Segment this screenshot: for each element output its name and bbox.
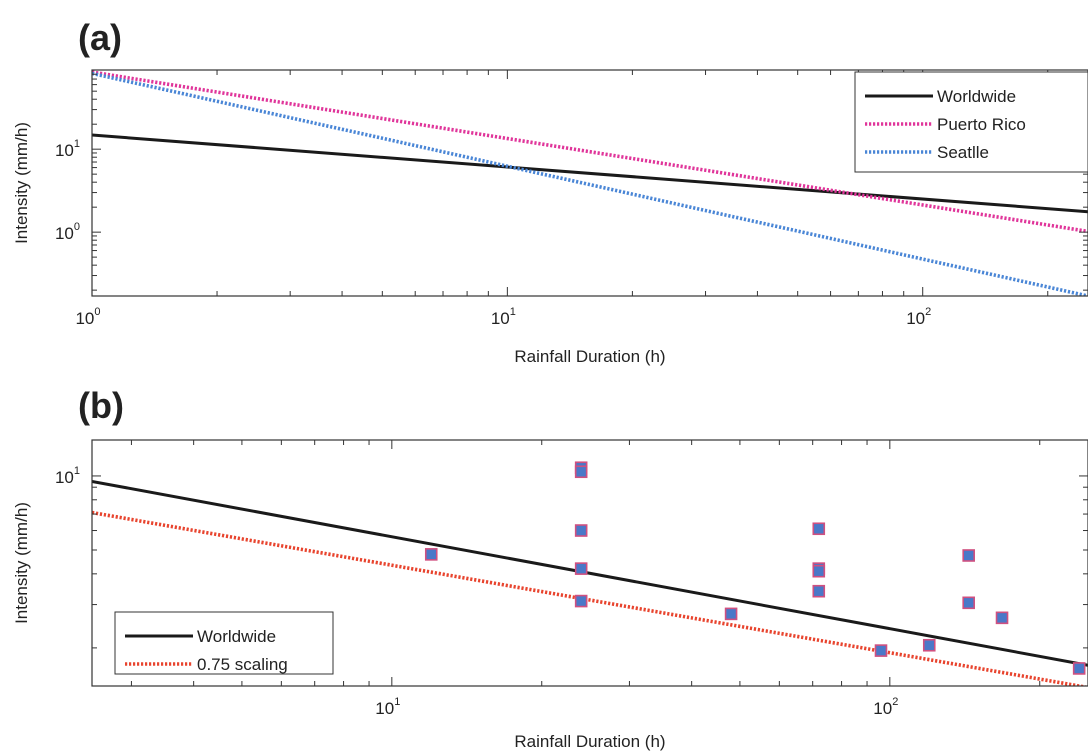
panel-b-y-axis-label: Intensity (mm/h): [12, 502, 31, 624]
a-legend-label: Puerto Rico: [937, 115, 1026, 134]
a-x-tick-label: 101: [491, 306, 516, 328]
a-y-tick-label: 100: [55, 221, 80, 243]
a-legend-label: Seatlle: [937, 143, 989, 162]
b-data-point: [962, 549, 975, 562]
b-y-tick-label: 101: [55, 465, 80, 487]
panel-a-legend: Worldwide Puerto Rico Seatlle: [854, 71, 1088, 173]
a-legend-label: Worldwide: [937, 87, 1016, 106]
b-data-point: [574, 465, 588, 479]
b-series-line-worldwide: [92, 479, 1088, 667]
panel-a-x-ticks: 100 101 102: [75, 70, 1049, 328]
b-data-point: [812, 564, 826, 578]
b-data-point: [574, 524, 588, 537]
b-data-point: [424, 548, 438, 561]
panel-b: (b) 101 102 101 Rainfall Duration (h) Int…: [12, 385, 1088, 751]
panel-a-letter: (a): [78, 17, 122, 58]
b-data-point: [962, 596, 975, 610]
b-data-point: [574, 594, 588, 608]
b-legend-label: Worldwide: [197, 627, 276, 646]
b-x-tick-label: 101: [375, 696, 400, 718]
panel-a-frame: [91, 69, 1088, 297]
panel-a: (a) 100 101 102 100 101 Rainfall Duration (…: [12, 17, 1088, 366]
b-data-point: [812, 522, 826, 536]
panel-b-x-ticks: 101 102: [130, 440, 1041, 718]
panel-a-y-axis-label: Intensity (mm/h): [12, 122, 31, 244]
a-x-tick-label: 100: [75, 306, 100, 328]
b-legend-box: [114, 611, 334, 675]
b-series-line-0-75-scaling: [92, 510, 1088, 686]
b-x-tick-label: 102: [873, 696, 898, 718]
panel-a-plot-area: [92, 70, 1088, 296]
a-legend-box: [854, 71, 1088, 173]
panel-b-x-axis-label: Rainfall Duration (h): [514, 732, 665, 751]
panel-b-y-ticks: 101: [55, 465, 1088, 649]
a-x-tick-label: 102: [906, 306, 931, 328]
b-data-point: [995, 611, 1009, 625]
a-series-line-puerto-rico: [92, 70, 1088, 234]
b-legend-label: 0.75 scaling: [197, 655, 288, 674]
panel-b-frame: [91, 439, 1088, 687]
b-data-point: [922, 638, 936, 652]
b-data-point: [724, 607, 738, 621]
panel-a-y-ticks: 100 101: [55, 69, 1088, 291]
a-y-tick-label: 101: [55, 138, 80, 160]
panel-b-letter: (b): [78, 385, 124, 426]
b-data-point: [1072, 662, 1086, 675]
a-series-line-seatlle: [92, 71, 1088, 296]
b-data-point: [812, 584, 826, 598]
b-data-point: [574, 562, 588, 575]
panel-b-plot-area: [92, 461, 1088, 686]
a-series-line-worldwide: [92, 133, 1088, 214]
b-data-point: [874, 644, 888, 657]
panel-a-x-axis-label: Rainfall Duration (h): [514, 347, 665, 366]
panel-b-legend: Worldwide 0.75 scaling: [114, 611, 334, 675]
